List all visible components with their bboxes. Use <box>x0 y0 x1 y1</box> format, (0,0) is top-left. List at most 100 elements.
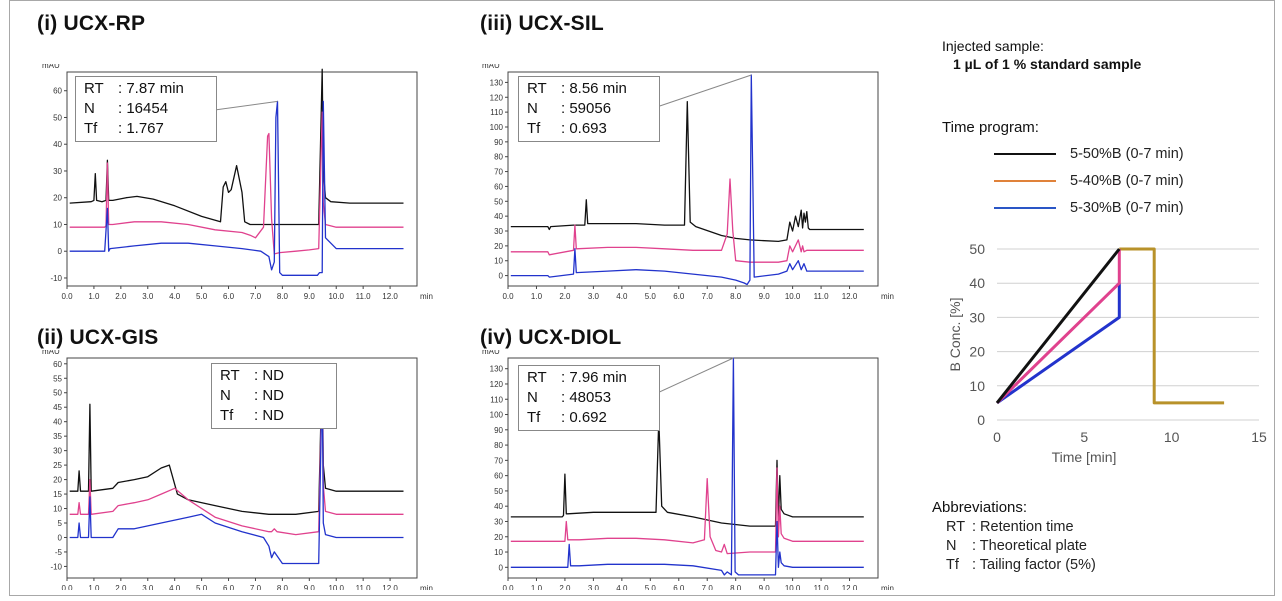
y-tick-label: 20 <box>53 194 62 203</box>
x-tick-label: 6.0 <box>673 292 685 301</box>
x-tick-label: 12.0 <box>842 292 858 301</box>
injected-sample-value: 1 µL of 1 % standard sample <box>953 56 1142 72</box>
info-n-row: N: ND <box>220 387 284 404</box>
y-tick-label: 130 <box>490 365 504 374</box>
x-tick-label: 5.0 <box>645 292 657 301</box>
y-tick-label: 20 <box>53 476 62 485</box>
x-tick-label: 9.0 <box>304 292 316 301</box>
x-axis-unit-label: min <box>420 292 433 301</box>
x-tick-label: 8.0 <box>730 292 742 301</box>
info-n-row: N: 16454 <box>84 100 169 117</box>
legend-item-black: 5-50%B (0-7 min) <box>994 146 1184 162</box>
y-tick-label: 120 <box>490 380 504 389</box>
y-tick-label: 20 <box>494 533 503 542</box>
x-tick-label: 7.0 <box>702 584 714 590</box>
x-tick-label: 10.0 <box>328 584 344 590</box>
x-tick-label: 6.0 <box>673 584 685 590</box>
x-tick-label: 5 <box>1080 429 1088 445</box>
x-tick-label: 11.0 <box>814 292 830 301</box>
y-tick-label: 60 <box>494 472 503 481</box>
legend-item-orange: 5-40%B (0-7 min) <box>994 173 1184 189</box>
x-tick-label: 4.0 <box>169 584 181 590</box>
y-tick-label: 10 <box>53 220 62 229</box>
x-tick-label: 0.0 <box>502 584 514 590</box>
y-tick-label: 10 <box>494 548 503 557</box>
legend-line-orange <box>994 180 1056 183</box>
y-tick-label: 30 <box>494 517 503 526</box>
info-tf-row: Tf: 1.767 <box>84 120 164 137</box>
x-tick-label: 0 <box>993 429 1001 445</box>
x-tick-label: 7.0 <box>702 292 714 301</box>
gradient-program-chart: 0 10 20 30 40 50 0 5 10 15 Time [min] B Conc. [%] <box>947 241 1267 465</box>
info-rt-row: RT: 8.56 min <box>527 80 627 97</box>
x-tick-label: 10.0 <box>328 292 344 301</box>
legend-item-blue: 5-30%B (0-7 min) <box>994 200 1184 216</box>
chromatogram-ucx-sil: mAU 0 10 20 30 40 50 60 70 80 90 100 110 120 130 0.0 1.0… <box>482 64 894 301</box>
x-axis-unit-label: min <box>881 292 894 301</box>
x-tick-label: 4.0 <box>616 584 628 590</box>
y-tick-label: 35 <box>53 432 62 441</box>
x-tick-label: 1.0 <box>531 292 543 301</box>
y-tick-label: 30 <box>494 227 503 236</box>
y-tick-label: 110 <box>490 108 503 117</box>
chromatogram-ucx-diol: mAU 0 10 20 30 40 50 60 70 80 90 100 110 120 130 0.0 1.0… <box>482 350 894 590</box>
x-tick-label: 1.0 <box>531 584 543 590</box>
y-tick-label: 10 <box>494 257 503 266</box>
x-tick-label: 11.0 <box>814 584 830 590</box>
info-box-ucx-rp: RT: 7.87 min N: 16454 Tf: 1.767 <box>75 76 217 142</box>
y-tick-label: 60 <box>53 360 62 369</box>
y-axis-unit-label: mAU <box>42 350 60 356</box>
gradient-line-orange <box>1119 247 1225 405</box>
x-tick-label: 5.0 <box>645 584 657 590</box>
x-tick-label: 5.0 <box>196 584 208 590</box>
x-tick-label: 8.0 <box>730 584 742 590</box>
x-tick-label: 4.0 <box>616 292 628 301</box>
gradient-line-blue <box>996 283 1121 405</box>
series-line-pink <box>510 467 864 555</box>
y-tick-label: 50 <box>53 389 62 398</box>
y-tick-label: 60 <box>53 87 62 96</box>
info-rt-row: RT: 7.87 min <box>84 80 184 97</box>
y-tick-label: 100 <box>490 123 504 132</box>
y-tick-label: -5 <box>55 548 63 557</box>
y-tick-label: 90 <box>494 426 503 435</box>
plot-frame <box>507 71 879 287</box>
gradient-line-pink <box>995 249 1121 404</box>
info-rt-row: RT: 7.96 min <box>527 369 627 386</box>
y-tick-label: 80 <box>494 153 503 162</box>
y-axis-label: B Conc. [%] <box>947 298 963 372</box>
y-axis-unit-label: mAU <box>482 350 500 356</box>
series-line-black <box>510 418 864 527</box>
x-tick-label: 0.0 <box>61 584 73 590</box>
x-tick-label: 6.0 <box>223 584 235 590</box>
y-tick-label: 10 <box>53 505 62 514</box>
x-tick-label: 6.0 <box>223 292 235 301</box>
y-tick-label: 20 <box>494 242 503 251</box>
x-tick-label: 10.0 <box>785 292 801 301</box>
plot-frame <box>66 71 418 287</box>
gradient-line-black <box>995 248 1121 404</box>
y-tick-label: 70 <box>494 168 503 177</box>
abbreviations-label: Abbreviations: <box>932 499 1028 516</box>
plot-frame <box>66 357 418 579</box>
y-tick-label: 55 <box>53 374 62 383</box>
x-tick-label: 12.0 <box>382 292 398 301</box>
x-tick-label: 0.0 <box>502 292 514 301</box>
info-box-ucx-gis: RT: ND N: ND Tf: ND <box>211 363 337 429</box>
x-tick-label: 2.0 <box>115 584 127 590</box>
info-n-row: N: 59056 <box>527 100 612 117</box>
info-rt-row: RT: ND <box>220 367 284 384</box>
y-tick-label: -10 <box>50 562 62 571</box>
x-tick-label: 15 <box>1251 429 1267 445</box>
y-tick-label: 60 <box>494 182 503 191</box>
info-box-ucx-diol: RT: 7.96 min N: 48053 Tf: 0.692 <box>518 365 660 431</box>
y-tick-label: 45 <box>53 403 62 412</box>
abbreviation-rt: RT: Retention time <box>946 519 1074 535</box>
x-tick-label: 8.0 <box>277 292 289 301</box>
y-tick-label: 0 <box>58 533 63 542</box>
y-tick-label: 20 <box>969 344 985 360</box>
panel-title-ucx-gis: (ii) UCX-GIS <box>37 326 159 349</box>
x-tick-label: 10.0 <box>785 584 801 590</box>
y-tick-label: 80 <box>494 441 503 450</box>
